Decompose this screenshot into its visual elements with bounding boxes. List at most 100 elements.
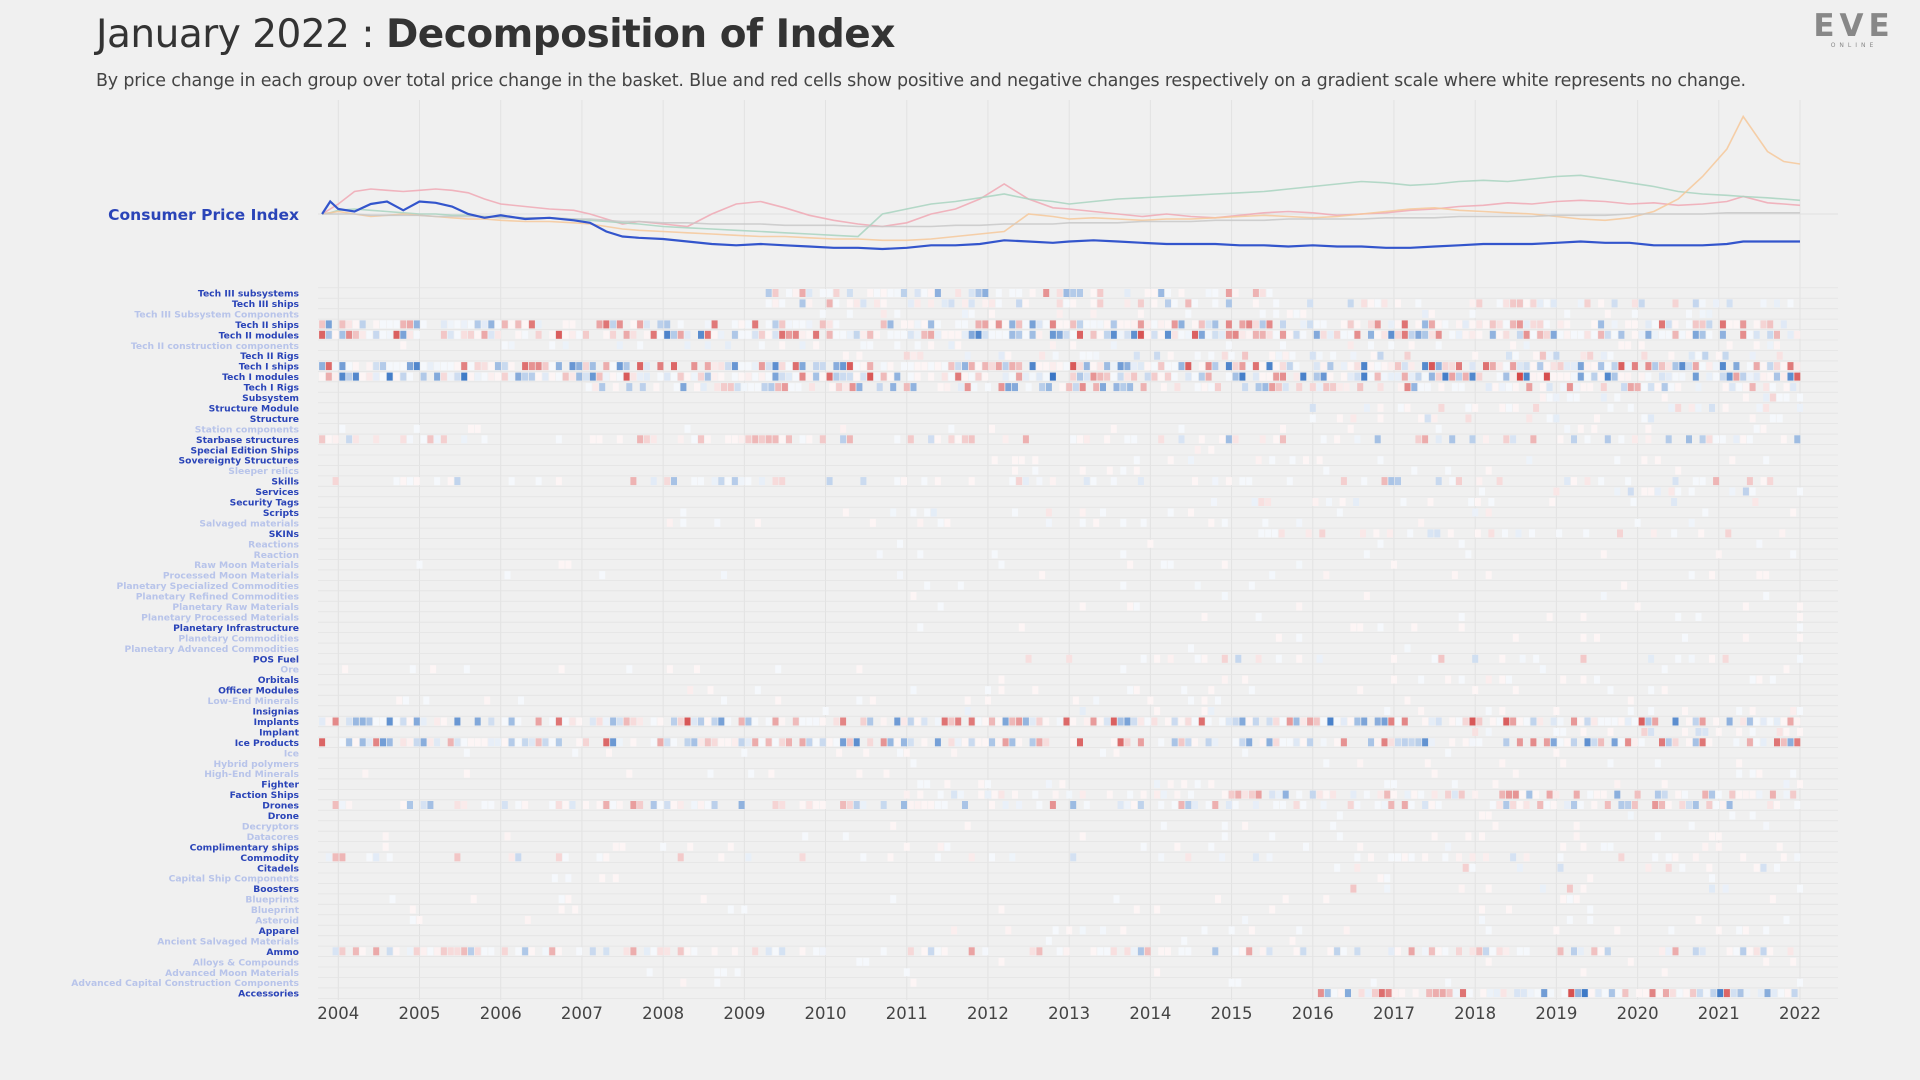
heat-cell [1167,780,1174,789]
heat-cell [1070,330,1077,339]
heat-cell [819,372,826,381]
heat-cell [1736,707,1743,715]
row-label-63: Ammo [266,947,299,958]
heat-cell [501,362,508,371]
heat-cell [1774,341,1780,350]
heat-cell [352,738,359,747]
heat-cell [1016,299,1023,308]
heat-cell [917,790,924,799]
heat-cell [1602,989,1609,998]
heat-cell [596,717,603,726]
heat-cell [792,330,799,339]
heat-cell [1614,790,1621,799]
heat-cell [1368,853,1374,862]
heat-cell [1049,320,1056,329]
heat-cell [1127,790,1134,799]
heat-cell [1598,320,1605,329]
heat-cell [1780,738,1787,747]
heat-cell [1523,341,1530,350]
heat-cell [1286,717,1293,726]
heat-cell [1445,790,1452,799]
heat-cell [1273,717,1280,726]
heat-cell [1746,362,1753,371]
heat-cell [840,717,847,726]
heat-cell [1381,362,1388,371]
heat-cell [734,968,741,977]
heat-cell [903,842,910,851]
heat-cell [1485,811,1492,820]
heat-cell [1147,696,1154,705]
heat-cell [1357,842,1364,851]
heat-cell [400,330,407,339]
heat-cell [907,299,914,308]
heat-cell [704,362,711,371]
heat-cell [1374,330,1381,339]
heat-cell [1442,947,1449,956]
heat-cell [1702,790,1709,799]
heat-cell [962,362,968,371]
heat-cell [1706,372,1713,381]
heat-cell [565,895,572,904]
heat-cell [985,686,991,695]
heat-cell [1580,968,1587,977]
heat-cell [1797,623,1803,632]
heat-cell [1158,330,1165,339]
heat-cell [765,947,772,956]
heat-cell [1248,790,1255,799]
heat-cell [664,947,671,956]
heat-cell [1787,738,1794,747]
heat-cell [332,372,339,381]
heat-cell [948,341,955,350]
heat-cell [1591,320,1598,329]
heat-cell [1384,874,1391,883]
heat-cell [1090,372,1097,381]
heat-cell [1600,383,1607,392]
heat-cell [765,289,772,297]
heat-cell [1110,362,1117,371]
heat-cell [1188,508,1194,517]
heat-cell [840,738,847,747]
heat-cell [951,790,958,799]
heat-cell [1503,801,1510,809]
heat-cell [1178,289,1185,297]
heat-cell [1465,403,1472,412]
heat-cell [1317,989,1324,998]
heat-cell [1435,477,1442,486]
heat-cell [1512,383,1519,392]
heat-cell [1760,947,1767,956]
heat-cell [1679,801,1686,809]
heat-cell [1289,351,1296,360]
heat-cell [894,341,901,350]
heat-cell [1422,853,1429,862]
heat-cell [1347,341,1354,350]
heat-cell [998,957,1005,966]
heat-cell [1672,477,1679,486]
heat-cell [1120,550,1127,559]
heat-cell [1516,801,1523,809]
heat-cell [1131,362,1138,371]
heat-cell [1077,372,1083,381]
heat-cell [1167,351,1174,360]
heat-cell [982,372,989,381]
heat-cell [1110,717,1117,726]
heat-cell [1618,362,1625,371]
heat-cell [860,330,867,339]
heat-cell [1063,330,1070,339]
heat-cell [1503,362,1510,371]
heat-cell [409,905,416,914]
heat-cell [907,738,914,747]
heat-cell [1049,372,1056,381]
heat-cell [549,341,556,350]
heat-cell [1009,320,1016,329]
row-label-11: Structure Module [209,403,299,414]
heat-cell [1675,403,1682,412]
heat-cell [991,550,998,559]
row-label-66: Advanced Capital Construction Components [71,978,299,989]
heat-cell [1573,895,1580,904]
heat-cell [1100,926,1106,935]
heat-cell [1330,790,1337,799]
heat-cell [1503,299,1510,308]
context-line-2 [321,174,1801,238]
heat-cell [603,738,610,747]
heat-cell [1300,320,1307,329]
